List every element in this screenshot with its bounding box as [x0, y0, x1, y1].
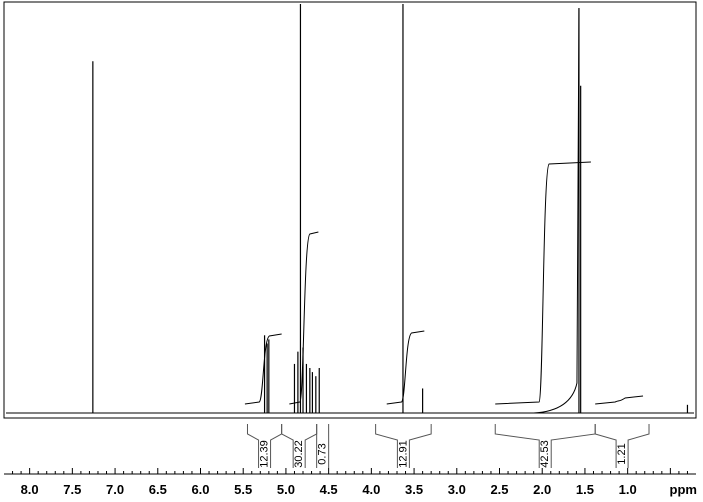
x-tick-label: 8.0: [21, 482, 39, 497]
integral-value-2: 0.73: [317, 443, 329, 464]
spectrum-trace: [6, 4, 694, 414]
peak-broad-base: [533, 8, 580, 414]
plot-frame: [3, 1, 697, 419]
integral-curve-4: [595, 395, 644, 405]
integral-curves: [244, 161, 644, 405]
integral-curve-2: [386, 330, 425, 405]
x-tick-label: 5.0: [277, 482, 295, 497]
x-axis-unit-label: ppm: [670, 482, 697, 497]
x-tick-label: 2.0: [533, 482, 551, 497]
integral-value-1: 30.22: [293, 440, 305, 468]
integral-bracket-5: [594, 424, 650, 468]
integral-bracket-2: [316, 424, 330, 468]
integral-value-3: 12.91: [397, 440, 409, 468]
x-tick-label: 3.0: [448, 482, 466, 497]
x-tick-label: 1.5: [576, 482, 594, 497]
integral-curve-3: [495, 161, 591, 405]
integral-value-4: 42.53: [539, 440, 551, 468]
x-tick-label: 4.5: [320, 482, 338, 497]
x-tick-label: 6.5: [149, 482, 167, 497]
integral-curve-1: [289, 231, 319, 405]
x-tick-label: 2.5: [490, 482, 508, 497]
x-tick-label: 3.5: [405, 482, 423, 497]
integral-curve-0: [244, 333, 282, 405]
x-axis: 8.0 7.5 7.0 6.5 6.0 5.5 5.0 4.5 4.0 3.5 3.0 2.5 2.0 1…: [4, 468, 696, 497]
integral-brackets: 12.39 30.22 0.73 12.91 42.53 1.21: [246, 424, 650, 468]
x-tick-label: 6.0: [191, 482, 209, 497]
x-tick-label: 7.0: [106, 482, 124, 497]
x-tick-label: 5.5: [234, 482, 252, 497]
integral-value-5: 1.21: [616, 443, 628, 464]
x-tick-label: 1.0: [619, 482, 637, 497]
x-tick-label: 7.5: [63, 482, 81, 497]
integral-value-0: 12.39: [258, 440, 270, 468]
x-tick-label: 4.0: [362, 482, 380, 497]
integral-bracket-3: [375, 424, 432, 468]
